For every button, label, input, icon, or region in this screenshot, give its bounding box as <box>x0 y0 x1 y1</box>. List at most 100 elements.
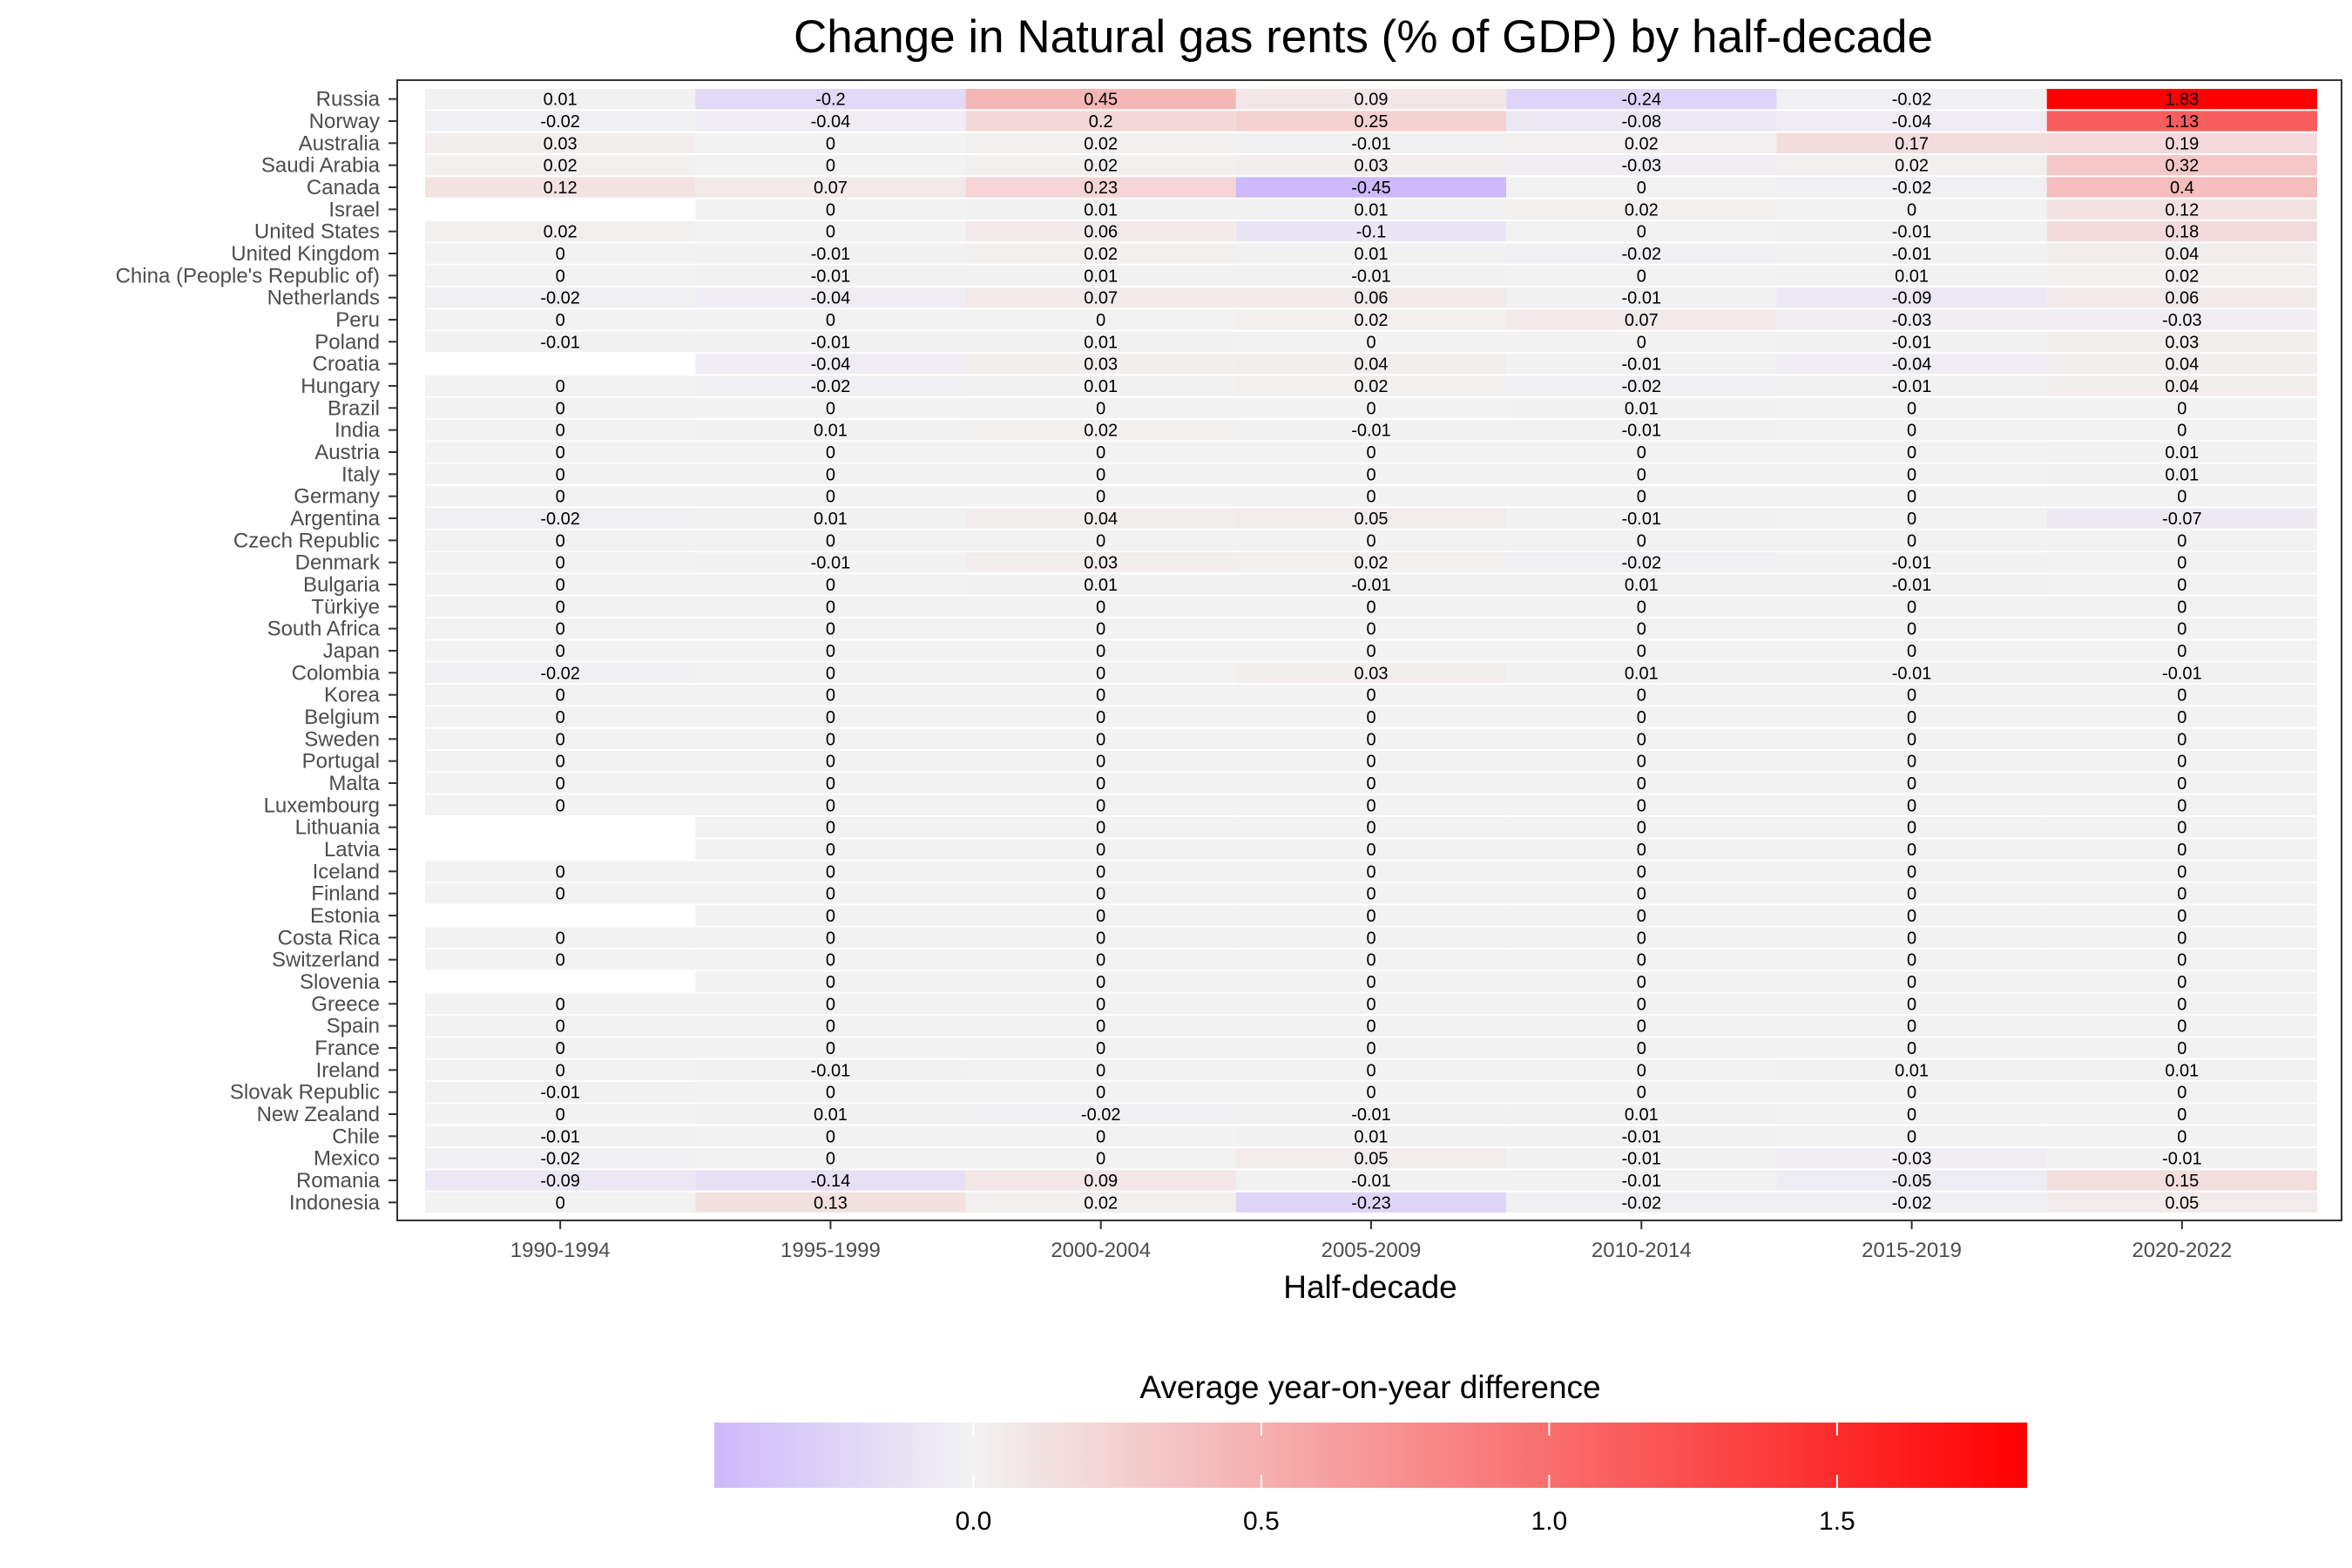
cell-value-label: 0.01 <box>1625 664 1659 683</box>
heatmap-cell <box>425 1192 696 1213</box>
panel-border <box>396 79 2342 1221</box>
cell-value-label: -0.01 <box>1892 333 1932 352</box>
cell-value-label: 0 <box>2177 819 2186 838</box>
heatmap-cell <box>695 1059 966 1080</box>
heatmap-cell <box>2046 927 2317 948</box>
heatmap-cell <box>965 354 1236 375</box>
heatmap-cell <box>1235 927 1507 948</box>
heatmap-cell <box>2046 331 2317 352</box>
heatmap-cell <box>965 486 1236 507</box>
cell-value-label: 0 <box>1907 598 1916 617</box>
cell-value-label: -0.02 <box>540 1150 580 1169</box>
cell-value-label: 0 <box>1637 995 1646 1014</box>
heatmap-cell <box>1506 1148 1777 1169</box>
cell-value-label: 0.17 <box>1895 134 1929 153</box>
heatmap-cell <box>695 618 966 639</box>
row-label: Switzerland <box>272 949 380 972</box>
cell-value-label: 0 <box>556 377 565 396</box>
heatmap-cell <box>965 375 1236 396</box>
heatmap-cell <box>965 751 1236 772</box>
cell-value-label: -0.07 <box>2162 510 2202 529</box>
cell-value-label: 0.03 <box>2165 333 2199 352</box>
cell-value-label: -0.09 <box>1892 289 1932 308</box>
heatmap-cell <box>965 883 1236 904</box>
heatmap-cell <box>2046 1037 2317 1058</box>
heatmap-cell <box>1776 927 2047 948</box>
heatmap-cell <box>1776 839 2047 860</box>
cell-value-label: 0 <box>1096 819 1105 838</box>
cell-value-label: 0 <box>1096 951 1105 970</box>
heatmap-cell <box>425 905 696 926</box>
heatmap-cell <box>1506 751 1777 772</box>
cell-value-label: 0.01 <box>1084 333 1118 352</box>
legend-ticks: 0.0 0.5 1.0 1.5 <box>956 1423 1855 1536</box>
cell-value-label: -0.1 <box>1356 223 1386 242</box>
heatmap-cell <box>1235 883 1507 904</box>
heatmap-cell <box>965 1082 1236 1103</box>
cell-value-label: 0 <box>1096 488 1105 507</box>
cell-value-label: 0 <box>2177 1017 2186 1037</box>
heatmap-cell <box>1506 89 1777 110</box>
heatmap-cell <box>695 1016 966 1037</box>
cell-value-label: 0 <box>1637 862 1646 882</box>
cell-value-label: 0.12 <box>2165 200 2199 220</box>
cell-value-label: 0 <box>2177 422 2186 441</box>
heatmap-cell <box>2046 618 2317 639</box>
heatmap-cell <box>1235 177 1507 198</box>
heatmap-cell <box>965 1192 1236 1213</box>
cell-value-label: 0 <box>1637 907 1646 926</box>
cell-value-label: -0.23 <box>1351 1193 1391 1213</box>
heatmap-cell <box>1506 530 1777 551</box>
cell-value-label: 0 <box>1637 885 1646 904</box>
heatmap-cell <box>1506 177 1777 198</box>
heatmap-cell <box>1506 354 1777 375</box>
cell-value-label: 0 <box>2177 576 2186 595</box>
heatmap-cell <box>965 265 1236 286</box>
heatmap-cell <box>1776 618 2047 639</box>
heatmap-cell <box>1776 1148 2047 1169</box>
heatmap-cell <box>1235 243 1507 264</box>
heatmap-cell <box>695 463 966 484</box>
cell-value-label: 0 <box>1907 200 1916 220</box>
heatmap-cell <box>695 486 966 507</box>
heatmap-cell <box>2046 993 2317 1014</box>
heatmap-cell <box>425 1037 696 1058</box>
heatmap-cell <box>2046 640 2317 661</box>
cell-value-label: 0 <box>2177 995 2186 1014</box>
cell-value-label: -0.04 <box>811 355 851 375</box>
cell-value-label: 0 <box>556 774 565 794</box>
heatmap-cell <box>1235 89 1507 110</box>
cell-value-label: -0.09 <box>540 1172 580 1191</box>
heatmap-cell <box>1235 817 1507 838</box>
legend-tick-label: 1.0 <box>1531 1507 1568 1536</box>
cell-value-label: 0.05 <box>1355 510 1389 529</box>
cell-value-label: -0.03 <box>2162 311 2202 330</box>
heatmap-cell <box>425 508 696 529</box>
heatmap-cell <box>425 132 696 153</box>
heatmap-cell <box>965 1104 1236 1125</box>
cell-value-label: -0.01 <box>2162 1150 2202 1169</box>
cell-value-label: 0 <box>1907 1105 1916 1125</box>
heatmap-cell <box>1776 706 2047 727</box>
cell-value-label: 0 <box>826 708 835 727</box>
heatmap-cell <box>695 773 966 794</box>
cell-value-label: 0.02 <box>1355 311 1389 330</box>
cell-value-label: 0 <box>556 554 565 573</box>
cell-value-label: 0 <box>1907 1127 1916 1146</box>
cell-value-label: -0.01 <box>1351 1105 1391 1125</box>
color-legend: Average year-on-year difference 0.0 0.5 1.… <box>714 1369 2027 1536</box>
cell-value-label: 0 <box>1907 841 1916 860</box>
heatmap-cell <box>425 1125 696 1146</box>
heatmap-cell <box>2046 662 2317 683</box>
cell-value-label: 0 <box>1096 1084 1105 1103</box>
heatmap-cell <box>1776 177 2047 198</box>
cell-value-label: 0 <box>2177 951 2186 970</box>
cell-value-label: 0 <box>2177 1084 2186 1103</box>
cell-value-label: 0 <box>1366 333 1375 352</box>
heatmap-cell <box>425 486 696 507</box>
cell-value-label: 0 <box>1637 1061 1646 1080</box>
chart-title: Change in Natural gas rents (% of GDP) b… <box>794 11 1933 63</box>
heatmap-cell <box>695 950 966 970</box>
heatmap-cell <box>1506 463 1777 484</box>
cell-value-label: 0 <box>826 1039 835 1058</box>
